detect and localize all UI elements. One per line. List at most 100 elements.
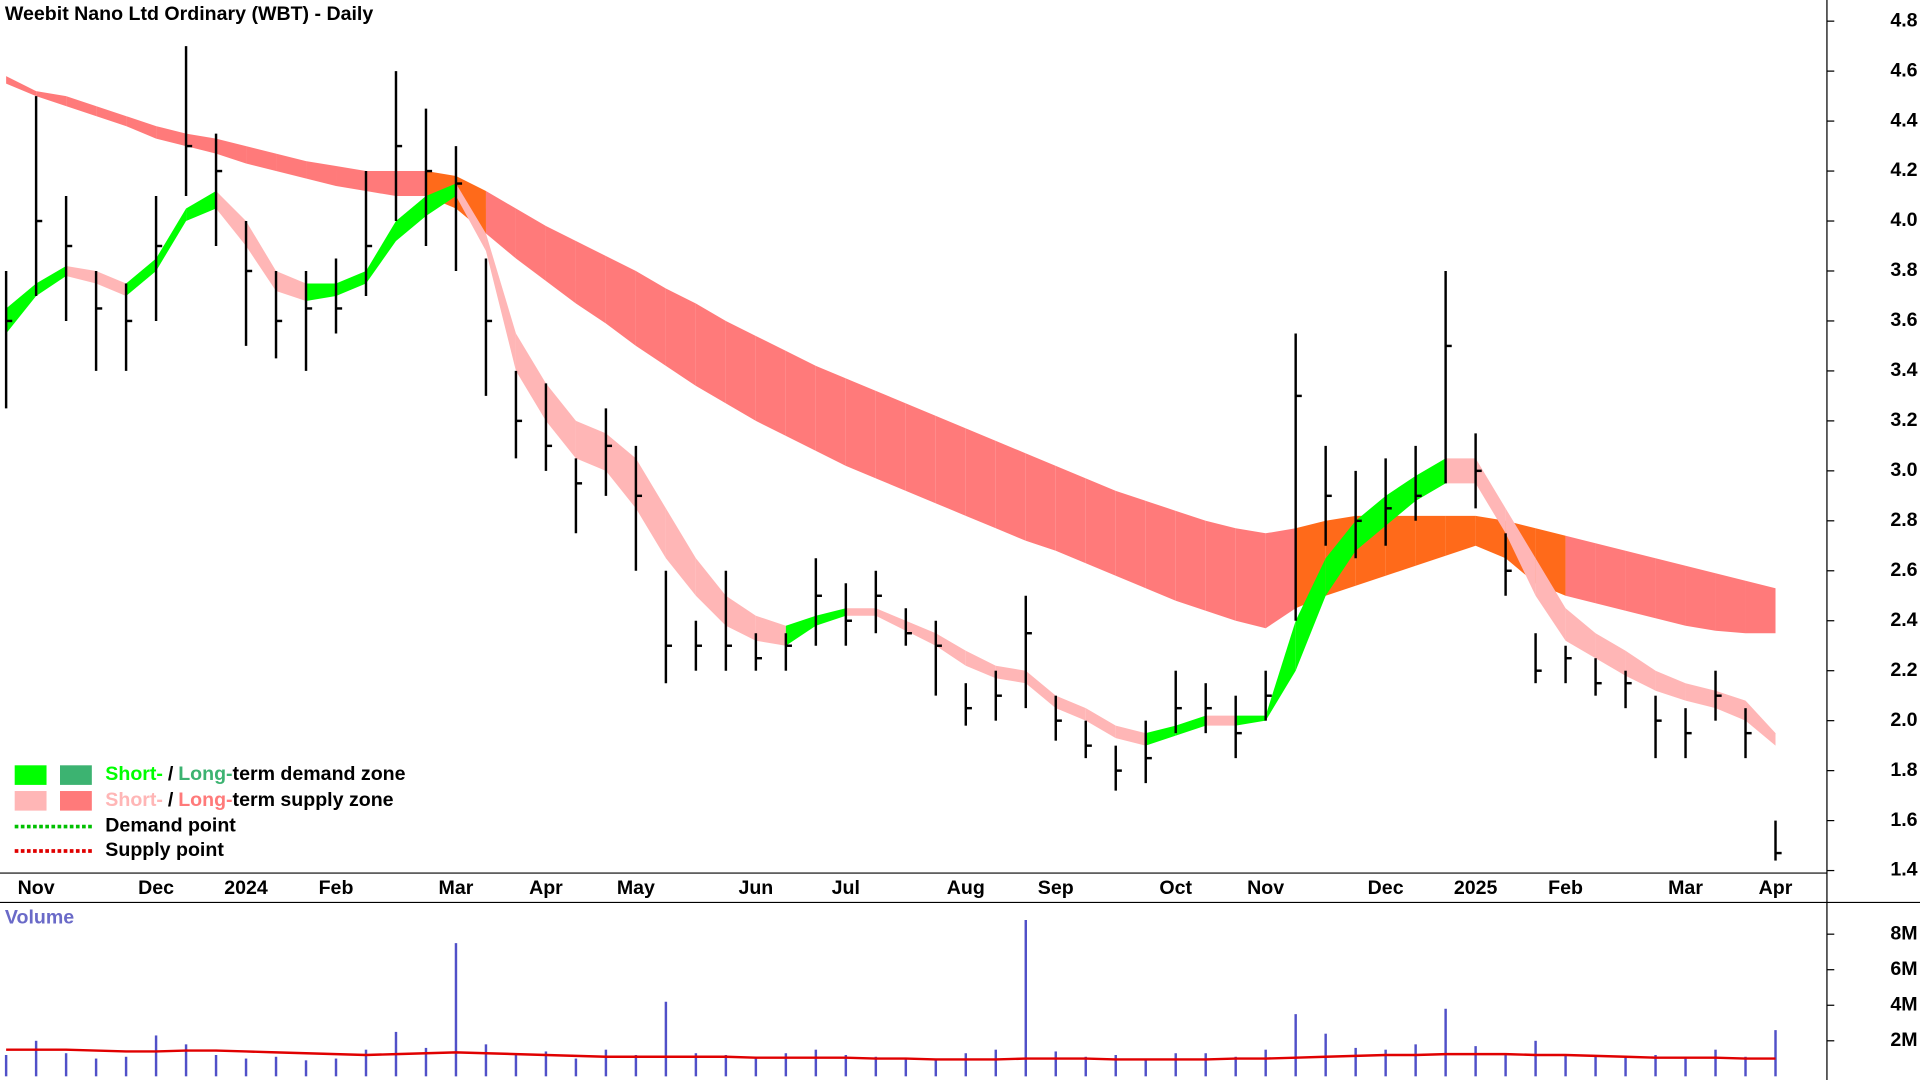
long-term-zone [1565,535,1596,604]
y-tick-label: 3.8 [1890,259,1917,281]
short-term-zone [186,191,217,222]
long-term-zone [485,191,516,259]
short-term-zone [605,433,636,509]
y-tick-label: 3.4 [1890,359,1917,381]
long-term-zone [6,76,37,97]
legend-label: Short- / Long-term supply zone [105,789,393,811]
short-term-zone [1475,458,1506,534]
short-term-zone [815,608,846,626]
short-term-zone [66,265,97,284]
short-term-zone [336,270,366,296]
legend-text: Short- [105,789,163,811]
long-term-zone [785,350,816,451]
long-term-zone [1175,510,1206,611]
volume-title: Volume [5,907,74,929]
legend-text: term supply zone [233,789,394,811]
chart-title: Weebit Nano Ltd Ordinary (WBT) - Daily [5,3,373,25]
short-term-zone [1085,708,1116,739]
y-tick-label: 1.4 [1890,859,1917,881]
legend-text: Short- [105,763,163,785]
long-term-zone [1415,515,1446,566]
legend-text: / [168,789,174,811]
x-tick-label: Mar [1668,877,1703,899]
x-tick-label: Jul [832,877,860,899]
legend-swatch [14,791,47,811]
short-term-zone [1505,508,1536,596]
legend-text: Long- [178,763,232,785]
short-term-zone [276,270,307,301]
y-tick-label: 2.8 [1890,509,1917,531]
long-term-zone [725,320,756,421]
long-term-zone [156,126,187,147]
legend-text: Demand point [105,815,236,837]
y-tick-label: 4.8 [1890,9,1917,31]
short-term-zone [1115,725,1146,746]
short-term-zone [515,333,546,421]
y-tick-label: 2.4 [1890,609,1917,631]
short-term-zone [1025,670,1056,709]
short-term-zone [1205,715,1236,726]
long-term-zone [336,166,366,192]
short-term-zone [905,620,936,646]
long-term-zone [96,106,127,127]
x-tick-label: 2024 [224,877,268,899]
long-term-zone [216,138,247,164]
short-term-zone [935,633,966,666]
legend-text: term demand zone [233,763,406,785]
long-term-zone [455,176,486,234]
y-tick-label: 4.6 [1890,59,1917,81]
long-term-zone [306,161,337,187]
volume-average [6,1048,1776,1061]
y-tick-label: 2.2 [1890,659,1917,681]
long-term-zone [126,116,157,139]
short-term-zone [425,183,456,217]
short-term-zone [1235,715,1266,726]
long-term-zone [1235,528,1266,629]
long-term-zone [66,96,97,117]
short-term-zone [306,283,337,301]
long-term-zone [545,226,576,304]
short-term-zone [36,265,67,296]
short-term-zone [1415,458,1446,501]
short-term-zone [575,420,606,471]
short-term-zone [395,196,426,242]
long-term-zone [1475,515,1506,559]
legend-label: Short- / Long-term demand zone [105,763,405,785]
y-tick-label: 4.0 [1890,209,1917,231]
long-term-zone [276,153,307,179]
short-term-zone [665,508,696,596]
long-term-zone [1385,515,1416,576]
long-term-zone [995,440,1026,541]
short-term-zone [1685,683,1716,709]
short-term-zone [695,558,726,626]
long-term-zone [905,403,936,504]
short-term-zone [1655,670,1686,701]
x-tick-label: May [617,877,655,899]
short-term-zone [635,458,666,559]
legend-text: Supply point [105,839,224,861]
long-term-zone [755,335,786,436]
long-term-zone [365,171,396,197]
short-term-zone [1445,458,1476,484]
long-term-zone [665,288,696,386]
long-term-zone [36,91,67,107]
short-term-zone [545,383,576,459]
legend-swatch [60,791,92,811]
y-tick-label: 3.2 [1890,409,1917,431]
x-tick-label: Oct [1159,877,1192,899]
long-term-zone [395,171,426,197]
zones [6,76,1776,746]
long-term-zone [186,133,217,154]
x-tick-label: Aug [947,877,985,899]
long-term-zone [875,390,906,491]
short-term-zone [1385,475,1416,526]
short-term-zone [875,608,906,631]
short-term-zone [365,221,396,284]
short-term-zone [126,258,157,296]
long-term-zone [1205,520,1236,621]
short-term-zone [1595,633,1626,676]
legend-swatch [60,765,92,785]
short-term-zone [995,665,1026,684]
short-term-zone [156,208,187,271]
long-term-zone [1655,558,1686,626]
